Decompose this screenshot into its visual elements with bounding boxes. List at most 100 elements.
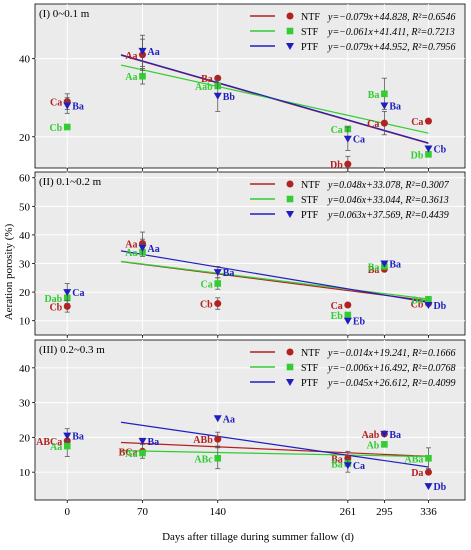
fit-line-stf [120,260,429,300]
significance-letter: BCa [119,447,138,458]
significance-letter: Dab [44,294,62,305]
significance-letter: Ba [389,430,401,441]
significance-letter: Db [411,150,424,161]
legend-name: STF [301,363,319,374]
legend-marker-stf [286,27,294,35]
legend-marker-stf [286,195,294,203]
legend: NTF y=−0.079x+44.828, R²=0.6546 STF y=−0.06… [250,12,455,53]
significance-letter: Aab [195,82,213,93]
x-axis-label: Days after tillage during summer fallow … [162,531,354,543]
data-point-stf [425,151,432,158]
data-point-stf [63,123,71,131]
legend-marker-ptf [286,43,294,50]
legend-equation: y=−0.079x+44.952, R²=0.7956 [327,42,455,53]
x-tick-label: 261 [340,506,357,518]
significance-letter: Aa [125,248,137,259]
y-tick-label: 20 [19,432,31,444]
data-point-ptf [213,269,222,277]
y-tick-label: 30 [19,398,31,410]
significance-letter: Da [411,295,423,306]
significance-letter: Da [411,468,423,479]
data-point-ntf [344,301,352,309]
fit-line-ptf [120,421,429,468]
legend-equation: y=0.046x+33.044, R²=0.3613 [327,195,449,206]
significance-letter: Ca [367,119,379,130]
significance-letter: ABa [405,454,424,465]
significance-letter: Aa [125,51,137,62]
legend-marker-stf [286,363,294,371]
significance-letter: Ca [201,280,213,291]
data-point-ptf [343,135,352,143]
legend-equation: y=−0.045x+26.612, R²=0.4099 [327,378,455,389]
fit-line-stf [120,450,429,458]
y-tick-label: 50 [19,201,31,213]
significance-letter: Aa [148,47,160,58]
significance-letter: Cb [49,302,62,313]
significance-letter: Db [433,301,446,312]
significance-letter: Ca [331,125,343,136]
legend-marker-ptf [286,211,294,218]
significance-letter: Ba [72,102,84,113]
data-point-stf [214,454,222,462]
data-point-ptf [424,301,433,309]
significance-letter: Ab [367,440,380,451]
data-point-ptf [213,415,222,423]
significance-letter: Ba [331,454,343,465]
data-point-ptf [380,260,389,268]
significance-letter: Ca [411,117,423,128]
data-point-stf [425,295,432,303]
data-point-stf [214,280,222,287]
x-tick-label: 140 [210,506,227,518]
panel-title: (II) 0.1~0.2 m [39,176,102,188]
legend-equation: y=0.063x+37.569, R²=0.4439 [327,210,449,221]
y-tick-label: 10 [19,467,31,479]
significance-letter: Ca [353,461,365,472]
legend-marker-ntf [286,12,294,20]
data-point-stf [381,441,388,448]
significance-letter: Aa [125,72,137,83]
data-point-ptf [63,102,72,110]
significance-letter: Ba [201,74,213,85]
data-point-ntf [380,119,388,127]
y-tick-label: 40 [19,54,31,66]
significance-letter: Cb [200,300,213,311]
data-point-ptf [138,47,147,55]
legend-equation: y=−0.061x+41.411, R²=0.7213 [327,27,455,38]
data-point-ptf [343,317,352,325]
legend-equation: y=−0.014x+19.241, R²=0.1666 [327,348,455,359]
panel-title: (I) 0~0.1 m [39,8,90,20]
x-tick-label: 295 [376,506,393,518]
legend-name: STF [301,27,319,38]
legend-name: NTF [301,12,320,23]
significance-letter: Ba [331,459,343,470]
legend: NTF y=−0.014x+19.241, R²=0.1666 STF y=−0.00… [250,348,455,389]
significance-letter: Ba [368,262,380,273]
significance-letter: Cb [411,300,424,311]
significance-letter: ABCa [36,437,62,448]
data-point-stf [381,90,388,98]
data-point-ptf [424,145,433,153]
legend-name: NTF [301,348,320,359]
significance-letter: Ba [223,268,235,279]
data-point-stf [344,311,352,319]
significance-letter: Eb [331,311,344,322]
data-point-ntf [214,300,222,308]
y-tick-label: 60 [19,173,31,185]
significance-letter: Ca [331,301,343,312]
significance-letter: Aab [362,430,380,441]
fit-line-ptf [120,54,429,144]
legend-name: PTF [301,42,319,53]
y-tick-label: 30 [19,259,31,271]
x-tick-label: 70 [137,506,149,518]
significance-letter: Ba [148,437,160,448]
fit-line-ntf [120,441,429,457]
significance-letter: Ba [389,260,401,271]
data-point-ntf [214,435,222,443]
legend-equation: y=−0.079x+44.828, R²=0.6546 [327,12,455,23]
data-point-stf [139,72,146,80]
significance-letter: Ba [368,265,380,276]
significance-letter: Aa [148,244,160,255]
data-point-ptf [213,92,222,100]
